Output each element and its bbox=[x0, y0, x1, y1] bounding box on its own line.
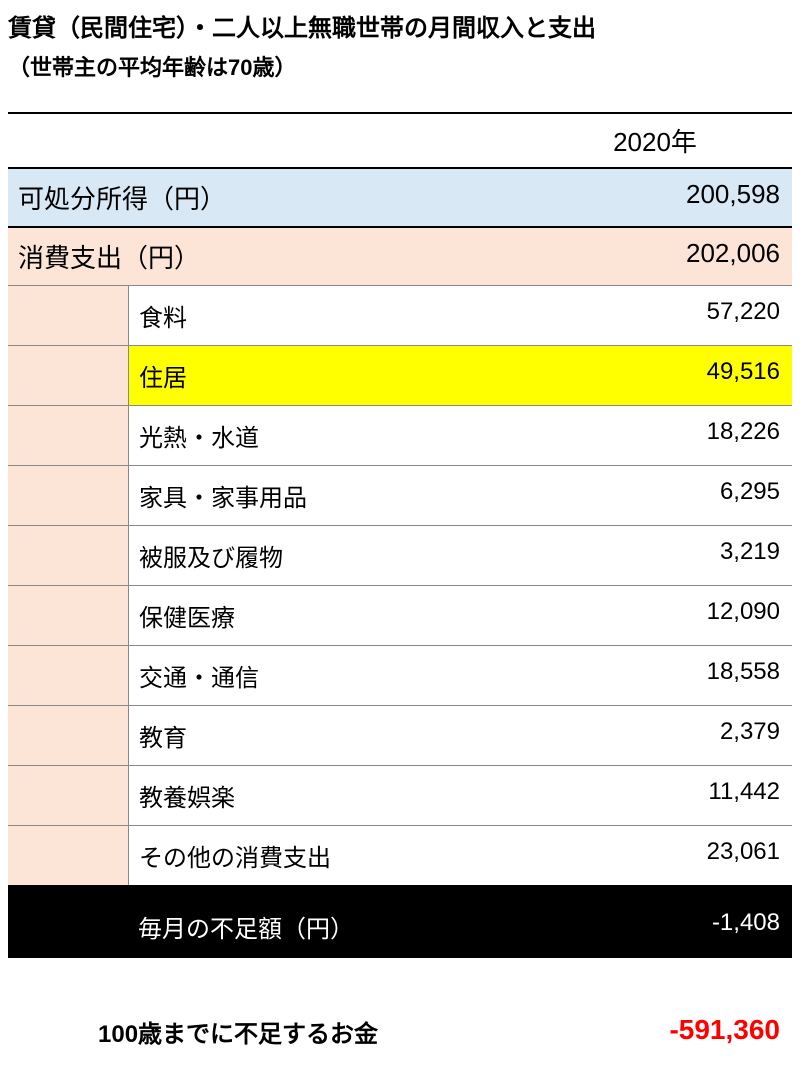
divider-black bbox=[8, 887, 792, 895]
gap bbox=[8, 958, 792, 1008]
row-value: 3,219 bbox=[518, 526, 792, 585]
row-value: 18,558 bbox=[518, 646, 792, 705]
row-label: 教養娯楽 bbox=[128, 766, 518, 825]
table-row: 食料57,220 bbox=[8, 286, 792, 346]
table-row: 交通・通信18,558 bbox=[8, 646, 792, 706]
expense-label: 消費支出（円） bbox=[8, 228, 518, 285]
row-indent bbox=[8, 346, 128, 405]
monthly-shortfall-label: 毎月の不足額（円） bbox=[128, 895, 518, 958]
row-value: 12,090 bbox=[518, 586, 792, 645]
row-indent bbox=[8, 406, 128, 465]
page-subtitle: （世帯主の平均年齢は70歳） bbox=[8, 50, 792, 82]
table-row: 教養娯楽11,442 bbox=[8, 766, 792, 826]
row-value: 23,061 bbox=[518, 826, 792, 885]
row-label: 住居 bbox=[128, 346, 518, 405]
expense-header-row: 消費支出（円） 202,006 bbox=[8, 228, 792, 286]
row-value: 11,442 bbox=[518, 766, 792, 825]
year-row: 2020年 bbox=[8, 112, 792, 167]
income-label: 可処分所得（円） bbox=[8, 169, 518, 226]
table-row: 家具・家事用品6,295 bbox=[8, 466, 792, 526]
page-title: 賃貸（民間住宅）・二人以上無職世帯の月間収入と支出 bbox=[8, 12, 792, 46]
row-indent bbox=[8, 286, 128, 345]
row-label: 交通・通信 bbox=[128, 646, 518, 705]
row-label: 食料 bbox=[128, 286, 518, 345]
row-value: 6,295 bbox=[518, 466, 792, 525]
year-spacer bbox=[8, 114, 518, 167]
row-label: 教育 bbox=[128, 706, 518, 765]
table-row: 住居49,516 bbox=[8, 346, 792, 406]
monthly-shortfall-row: 毎月の不足額（円） -1,408 bbox=[8, 895, 792, 958]
row-value: 18,226 bbox=[518, 406, 792, 465]
table-row: 被服及び履物3,219 bbox=[8, 526, 792, 586]
year-label: 2020年 bbox=[518, 114, 792, 167]
expense-details: 食料57,220住居49,516光熱・水道18,226家具・家事用品6,295被… bbox=[8, 286, 792, 887]
row-value: 57,220 bbox=[518, 286, 792, 345]
income-value: 200,598 bbox=[518, 169, 792, 226]
row-label: 光熱・水道 bbox=[128, 406, 518, 465]
row-indent bbox=[8, 466, 128, 525]
row-value: 49,516 bbox=[518, 346, 792, 405]
row-label: その他の消費支出 bbox=[128, 826, 518, 885]
table-row: 保健医療12,090 bbox=[8, 586, 792, 646]
row-indent bbox=[8, 646, 128, 705]
row-label: 被服及び履物 bbox=[128, 526, 518, 585]
monthly-shortfall-value: -1,408 bbox=[518, 895, 792, 958]
income-row: 可処分所得（円） 200,598 bbox=[8, 167, 792, 228]
row-indent bbox=[8, 586, 128, 645]
row-indent bbox=[8, 706, 128, 765]
total-shortfall-value: -591,360 bbox=[518, 1008, 792, 1055]
row-label: 保健医療 bbox=[128, 586, 518, 645]
table-row: その他の消費支出23,061 bbox=[8, 826, 792, 887]
monthly-indent bbox=[8, 895, 128, 958]
total-shortfall-row: 100歳までに不足するお金 -591,360 bbox=[8, 1008, 792, 1055]
row-indent bbox=[8, 526, 128, 585]
total-shortfall-label: 100歳までに不足するお金 bbox=[98, 1008, 518, 1055]
expense-value: 202,006 bbox=[518, 228, 792, 285]
total-indent bbox=[8, 1008, 98, 1055]
table-row: 教育2,379 bbox=[8, 706, 792, 766]
row-label: 家具・家事用品 bbox=[128, 466, 518, 525]
table-row: 光熱・水道18,226 bbox=[8, 406, 792, 466]
row-indent bbox=[8, 766, 128, 825]
row-value: 2,379 bbox=[518, 706, 792, 765]
row-indent bbox=[8, 826, 128, 885]
